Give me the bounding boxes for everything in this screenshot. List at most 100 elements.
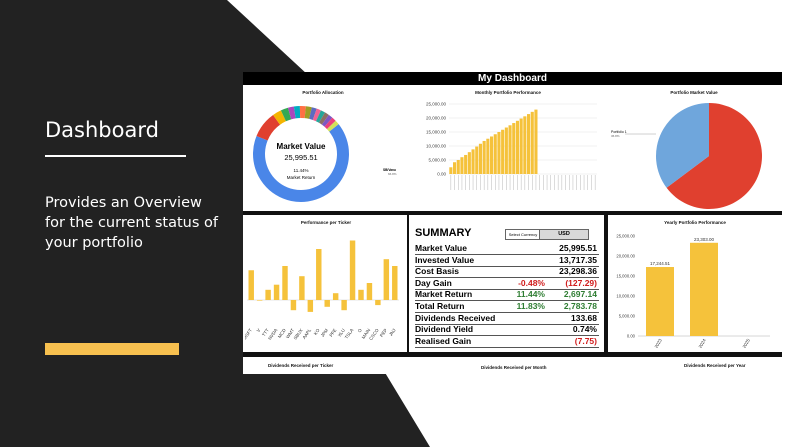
summary-row: Invested Value 13,717.35 (415, 255, 599, 267)
col-divider-2 (604, 215, 608, 354)
donut-slice (273, 110, 286, 125)
monthly-bar (478, 143, 482, 174)
monthly-bar (471, 149, 475, 174)
monthly-bar (527, 114, 531, 174)
donut-slice (315, 110, 325, 123)
donut-slice (280, 107, 292, 122)
monthly-bar (449, 167, 453, 174)
summary-title: SUMMARY (415, 227, 472, 239)
summary-pct: -0.48% (518, 277, 545, 288)
summary-value: 25,995.51 (559, 243, 597, 253)
ticker-label: JNJ (388, 328, 397, 337)
summary-label: Total Return (415, 301, 465, 311)
summary-value: 13,717.35 (559, 254, 597, 265)
ticker-label: MCD (277, 327, 287, 339)
ticker-label: XLU (337, 328, 346, 338)
ticker-label: SBUX (293, 328, 304, 341)
year-label: 2023 (654, 338, 664, 348)
ticker-label: KO (313, 327, 321, 336)
summary-value: (7.75) (574, 335, 597, 346)
monthly-bar (456, 160, 460, 174)
row-divider (243, 211, 782, 215)
market-value-title: Portfolio Market Value (670, 90, 718, 95)
y-tick-label: 25,000.00 (426, 102, 447, 107)
donut-slice (293, 106, 301, 119)
y-tick-label: 20,000.00 (426, 116, 447, 121)
summary-value: (127.29) (565, 277, 597, 288)
monthly-bar (504, 127, 508, 174)
ticker-bar (341, 300, 347, 311)
summary-label: Realised Gain (415, 335, 472, 346)
donut-slice (253, 124, 349, 202)
monthly-bar (523, 116, 527, 174)
ticker-label: AAPL (301, 327, 312, 340)
ticker-bar (316, 249, 322, 300)
monthly-bar (453, 162, 457, 174)
y-tick-label: 5,000.00 (619, 314, 636, 319)
monthly-bar (467, 152, 471, 174)
currency-select[interactable]: USD (539, 229, 589, 240)
ticker-bar (324, 300, 330, 307)
donut-slice (287, 106, 296, 120)
donut-slice (324, 117, 336, 130)
ticker-bar (383, 259, 390, 300)
summary-value: 23,298.36 (559, 266, 597, 277)
summary-label: Day Gain (415, 277, 452, 288)
allocation-panel: Portfolio Allocation Market Value 25,995… (245, 88, 401, 214)
summary-label: Dividend Yield (415, 324, 474, 335)
market-value-pie-pct: 36.8% (611, 134, 620, 138)
summary-label: Dividends Received (415, 312, 496, 323)
ticker-panel: Performance per Ticker MSFT V TTT NVDA MCD WM… (245, 218, 407, 348)
currency-label: Select Currency (505, 229, 541, 240)
yearly-bar-label: 17,244.51 (650, 261, 671, 266)
yearly-bar (690, 242, 718, 336)
pie-slice-red (666, 103, 762, 209)
monthly-bar (519, 118, 523, 174)
ticker-label: V (256, 328, 262, 333)
ticker-bar (299, 276, 305, 300)
yearly-chart: 25,000.00 20,000.00 15,000.00 10,000.00 5,00… (616, 234, 770, 348)
monthly-bar (490, 136, 494, 174)
allocation-center-value: 25,995.51 (284, 153, 317, 162)
slide-title: Dashboard (45, 118, 159, 142)
summary-pct: 11.83% (516, 301, 545, 311)
ticker-title: Performance per Ticker (300, 220, 352, 225)
y-tick-label: 10,000.00 (426, 144, 447, 149)
monthly-bar (497, 132, 501, 174)
y-tick-label: 5,000.00 (428, 158, 446, 163)
monthly-bar (530, 111, 534, 174)
allocation-slice-pct: 66.8% (388, 172, 397, 176)
ticker-label: PEP (379, 328, 388, 338)
summary-row: Market Value 25,995.51 (415, 243, 599, 255)
y-tick-label: 20,000.00 (616, 254, 635, 259)
monthly-bar (515, 120, 519, 174)
accent-bar (45, 343, 179, 355)
market-value-pie-label: Portfolio 1 (611, 130, 627, 134)
ticker-label: O (357, 327, 363, 333)
summary-pct: 11.44% (516, 289, 545, 300)
ticker-bar (366, 283, 373, 300)
monthly-bar (464, 154, 468, 174)
donut-slice (321, 114, 333, 127)
summary-label: Invested Value (415, 254, 475, 265)
summary-label: Market Return (415, 289, 473, 300)
monthly-bar (501, 129, 505, 174)
donut-slice (318, 112, 329, 125)
ticker-bar (349, 240, 356, 300)
pie-slice-blue (656, 103, 709, 188)
yearly-title: Yearly Portfolio Performance (664, 220, 726, 225)
donut-slice (256, 114, 281, 141)
monthly-bar (475, 146, 479, 174)
summary-row: Cost Basis 23,298.36 (415, 266, 599, 279)
monthly-panel: Monthly Portfolio Performance 25,000.00 2… (413, 88, 603, 214)
ticker-bar (307, 300, 314, 312)
ticker-bar (290, 300, 297, 311)
ticker-bar (282, 266, 288, 300)
ticker-bar (392, 266, 398, 300)
ticker-label: TSLA (344, 328, 355, 340)
ticker-label: MSFT (245, 328, 253, 341)
summary-row: Total Return 11.83% 2,783.78 (415, 301, 599, 313)
dashboard-panel: My Dashboard Portfolio Allocation Market… (243, 72, 782, 374)
summary-value: 0.74% (572, 324, 597, 335)
